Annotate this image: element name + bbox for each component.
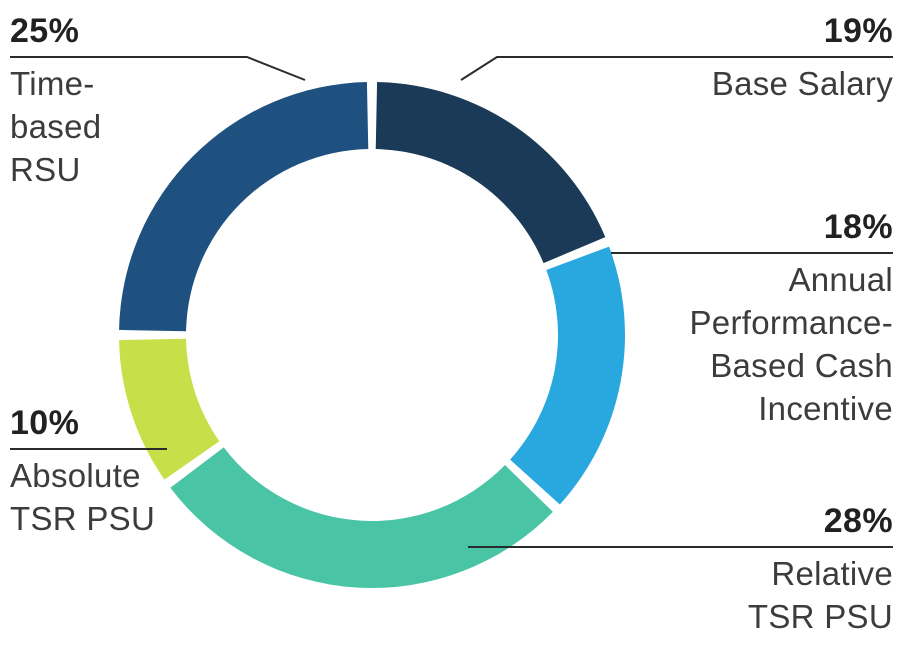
donut-segments	[119, 82, 625, 588]
label-line: Relative	[771, 555, 893, 592]
donut-segment-absolute-tsr-psu	[119, 338, 220, 480]
pct-time-based-rsu: 25%	[10, 12, 80, 50]
pct-annual-cash: 18%	[823, 208, 893, 246]
label-relative-tsr: Relative TSR PSU	[748, 552, 893, 638]
label-line: Incentive	[758, 390, 893, 427]
donut-segment-annual-performance-based-cash-incentive	[510, 246, 625, 505]
pct-relative-tsr: 28%	[823, 502, 893, 540]
label-line: Annual	[788, 261, 893, 298]
label-line: Time-	[10, 65, 95, 102]
label-annual-cash: Annual Performance- Based Cash Incentive	[689, 258, 893, 430]
label-line: Performance-	[689, 304, 893, 341]
leader-line-time-based-rsu	[10, 56, 306, 81]
pct-base-salary: 19%	[823, 12, 893, 50]
label-line: Based Cash	[710, 347, 893, 384]
label-line: Base Salary	[711, 65, 893, 102]
donut-segment-time-based-rsu	[119, 82, 369, 332]
leader-line-base-salary	[460, 56, 893, 81]
label-line: TSR PSU	[747, 598, 893, 635]
label-base-salary: Base Salary	[712, 62, 893, 105]
label-time-based-rsu: Time- based RSU	[10, 62, 101, 191]
donut-segment-base-salary	[375, 82, 606, 264]
donut-segment-relative-tsr-psu	[170, 447, 553, 588]
label-line: RSU	[10, 151, 81, 188]
label-line: Absolute	[10, 457, 141, 494]
pct-absolute-tsr: 10%	[10, 404, 80, 442]
label-absolute-tsr: Absolute TSR PSU	[10, 454, 155, 540]
label-line: TSR PSU	[10, 500, 156, 537]
label-line: based	[10, 108, 102, 145]
